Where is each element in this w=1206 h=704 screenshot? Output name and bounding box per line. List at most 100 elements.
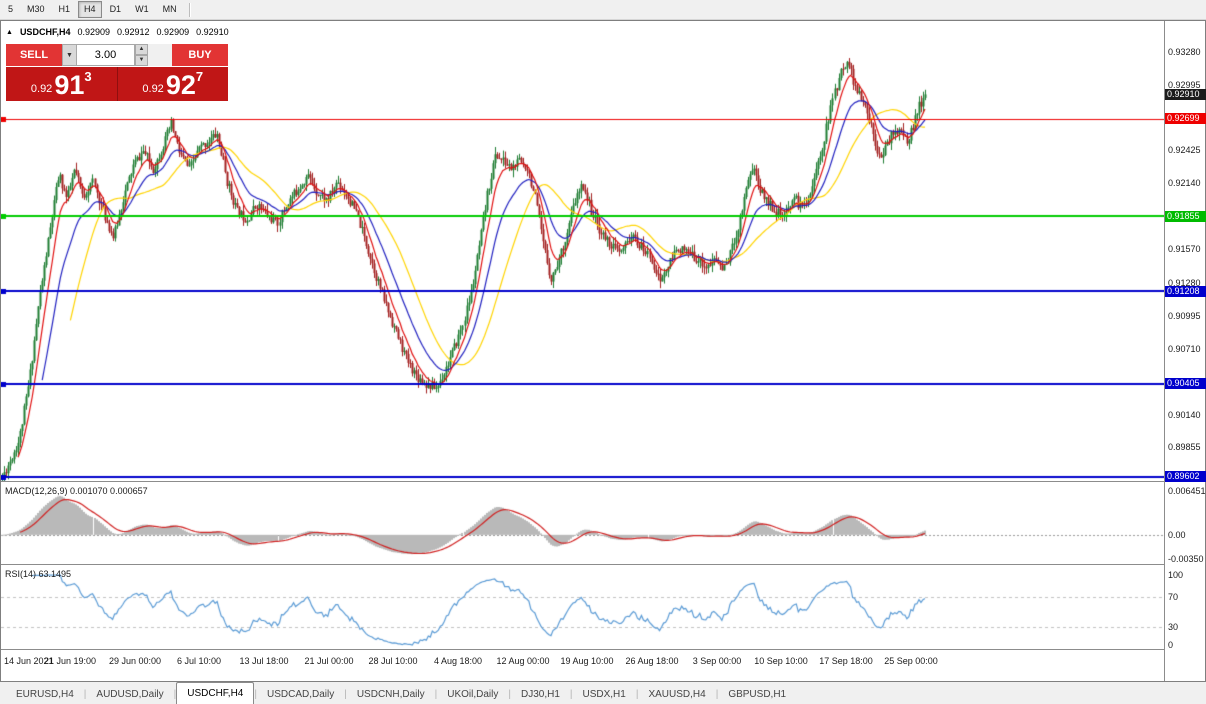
rsi-indicator-label: RSI(14) 63.1495	[5, 569, 72, 579]
price-axis-label: 0.91570	[1168, 244, 1201, 255]
volume-stepper: ▲ ▼	[135, 44, 148, 66]
collapse-panel-icon[interactable]: ▲	[6, 28, 13, 36]
chart-tab-audusd-daily[interactable]: AUDUSD,Daily	[96, 689, 164, 700]
price-tag: 0.89602	[1165, 471, 1206, 482]
tab-separator: |	[434, 689, 438, 700]
pane-separator[interactable]	[1, 564, 1205, 565]
rsi-indicator-canvas[interactable]	[1, 565, 1164, 649]
sell-button[interactable]: SELL	[6, 44, 62, 66]
rsi-axis-label: 100	[1168, 569, 1184, 580]
sell-price-big: 91	[54, 70, 85, 100]
volume-increase-icon[interactable]: ▲	[135, 44, 148, 55]
time-axis-label: 28 Jul 10:00	[368, 656, 418, 666]
sell-price-prefix: 0.92	[30, 83, 53, 95]
pane-separator[interactable]	[1, 481, 1205, 482]
macd-axis-label: 0.006451	[1168, 486, 1206, 497]
time-axis-label: 14 Jun 2021	[4, 656, 54, 666]
price-axis-label: 0.89855	[1168, 442, 1201, 453]
price-axis[interactable]: 0.93280 0.92995 0.92425 0.92140 0.91570 0.912…	[1164, 21, 1206, 681]
macd-axis-label: 0.00	[1168, 529, 1186, 540]
trade-panel-spacer	[148, 44, 172, 66]
buy-price-pip: 7	[195, 69, 204, 84]
time-axis-label: 12 Aug 00:00	[496, 656, 550, 666]
time-axis-label: 19 Aug 10:00	[560, 656, 614, 666]
price-axis-label: 0.92995	[1168, 79, 1201, 90]
price-axis-label: 0.92140	[1168, 178, 1201, 189]
tab-separator: |	[83, 689, 87, 700]
tab-separator: |	[715, 689, 719, 700]
chart-tab-ukoil-daily[interactable]: UKOil,Daily	[447, 689, 499, 700]
time-axis-label: 3 Sep 00:00	[692, 656, 742, 666]
price-tag: 0.92910	[1165, 89, 1206, 100]
period-button-w1[interactable]: W1	[135, 4, 149, 14]
period-button-5[interactable]: 5	[8, 4, 14, 14]
volume-dropdown-icon[interactable]: ▼	[62, 44, 77, 66]
ohlc-open: 0.92909	[77, 27, 110, 37]
price-tag: 0.92699	[1165, 113, 1206, 124]
time-axis-label: 4 Aug 18:00	[433, 656, 483, 666]
tab-separator: |	[254, 689, 257, 700]
macd-indicator-label: MACD(12,26,9) 0.001070 0.000657	[5, 486, 148, 496]
sell-price-pip: 3	[84, 69, 92, 84]
toolbar-separator	[188, 2, 191, 17]
time-axis-label: 25 Sep 00:00	[884, 656, 938, 666]
time-axis-label: 26 Aug 18:00	[625, 656, 679, 666]
ohlc-high: 0.92912	[117, 27, 150, 37]
time-axis-label: 29 Jun 00:00	[108, 656, 162, 666]
buy-button[interactable]: BUY	[172, 44, 228, 66]
period-button-mn[interactable]: MN	[162, 4, 177, 14]
price-axis-label: 0.92425	[1168, 145, 1201, 156]
chart-tab-eurusd-h4[interactable]: EURUSD,H4	[16, 689, 74, 700]
rsi-axis-label: 30	[1168, 621, 1179, 632]
rsi-axis-label: 70	[1168, 592, 1179, 603]
ohlc-close: 0.92910	[196, 27, 229, 37]
time-axis-label: 21 Jul 00:00	[304, 656, 354, 666]
rsi-axis-label: 0	[1168, 640, 1174, 650]
tab-separator: |	[569, 689, 573, 700]
buy-price-big: 92	[165, 70, 196, 100]
period-button-d1[interactable]: D1	[109, 4, 122, 14]
volume-decrease-icon[interactable]: ▼	[135, 55, 148, 66]
chart-tab-dj30-h1[interactable]: DJ30,H1	[520, 689, 560, 700]
tab-separator: |	[508, 689, 511, 700]
buy-price-panel[interactable]: 0.92 92 7	[117, 67, 228, 101]
chart-tab-usdx-h1[interactable]: USDX,H1	[582, 689, 626, 700]
price-tag: 0.90405	[1165, 378, 1206, 389]
symbol-header: ▲ USDCHF,H4 0.92909 0.92912 0.92909 0.92…	[6, 27, 229, 37]
time-axis-label: 10 Sep 10:00	[754, 656, 808, 666]
price-tag: 0.91208	[1165, 286, 1206, 297]
time-axis[interactable]: 14 Jun 2021 21 Jun 19:00 29 Jun 00:00 6 Jul…	[1, 650, 1164, 681]
chart-tab-usdchf-h4[interactable]: USDCHF,H4	[176, 682, 255, 704]
period-button-m30[interactable]: M30	[27, 4, 45, 14]
chart-tab-gbpusd-h1[interactable]: GBPUSD,H1	[728, 689, 787, 700]
macd-indicator-canvas[interactable]	[1, 482, 1164, 564]
ohlc-low: 0.92909	[156, 27, 190, 37]
chart-window: 0.93280 0.92995 0.92425 0.92140 0.91570 0.912…	[0, 20, 1206, 682]
price-axis-label: 0.90710	[1168, 343, 1201, 354]
period-button-h4[interactable]: H4	[78, 1, 102, 18]
chart-tab-bar: EURUSD,H4 | AUDUSD,Daily | USDCHF,H4 | USDCAD,…	[0, 682, 1206, 704]
time-axis-label: 6 Jul 10:00	[176, 656, 222, 666]
chart-tab-usdcnh-daily[interactable]: USDCNH,Daily	[356, 689, 425, 700]
price-axis-label: 0.90140	[1168, 409, 1201, 420]
tab-separator: |	[173, 689, 177, 700]
tab-separator: |	[635, 689, 639, 700]
price-axis-label: 0.90995	[1168, 310, 1201, 321]
timeframe-toolbar: 5 M30 H1 H4 D1 W1 MN	[0, 0, 1206, 20]
time-axis-label: 13 Jul 18:00	[239, 656, 289, 666]
time-axis-label: 21 Jun 19:00	[43, 656, 97, 666]
sell-price-panel[interactable]: 0.92 91 3	[6, 67, 117, 101]
pane-separator[interactable]	[1, 649, 1205, 650]
time-axis-label: 17 Sep 18:00	[819, 656, 873, 666]
macd-axis-label: -0.00350	[1168, 553, 1204, 564]
chart-tab-xauusd-h4[interactable]: XAUUSD,H4	[648, 689, 706, 700]
symbol-name: USDCHF,H4	[19, 27, 71, 37]
period-button-h1[interactable]: H1	[58, 4, 71, 14]
one-click-trading-panel: SELL ▼ ▲ ▼ BUY 0.92 91 3 0.92 92 7	[6, 44, 228, 101]
price-axis-label: 0.91280	[1168, 277, 1201, 288]
price-tag: 0.91855	[1165, 211, 1206, 222]
price-axis-label: 0.93280	[1168, 46, 1201, 57]
chart-tab-usdcad-daily[interactable]: USDCAD,Daily	[266, 689, 335, 700]
volume-input[interactable]	[77, 44, 135, 66]
buy-price-prefix: 0.92	[142, 83, 164, 95]
